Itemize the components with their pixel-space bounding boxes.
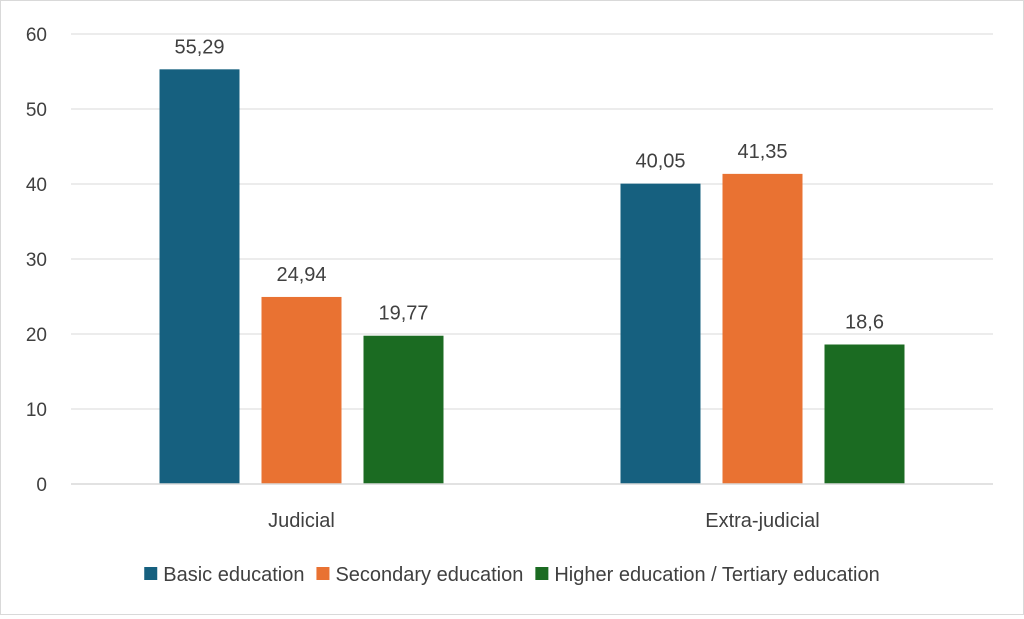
legend-label: Basic education	[163, 564, 304, 586]
data-label: 40,05	[635, 151, 685, 173]
bars: 55,29 24,94 19,77 40,05 41,35 18,6	[159, 36, 905, 484]
bar	[261, 296, 342, 484]
x-category-label: Judicial	[268, 510, 335, 532]
data-label: 55,29	[174, 36, 224, 58]
data-label: 24,94	[276, 264, 326, 286]
legend-swatch	[535, 567, 549, 580]
bar	[722, 173, 803, 484]
y-tick-label: 50	[26, 100, 47, 121]
y-axis: 0 10 20 30 40 50 60	[26, 25, 47, 496]
legend: Basic education Secondary education Higher…	[144, 564, 880, 586]
legend-swatch	[144, 567, 158, 580]
data-label: 18,6	[845, 312, 884, 334]
data-label: 41,35	[737, 141, 787, 163]
bar	[159, 69, 240, 484]
bar	[824, 344, 905, 484]
data-label: 19,77	[378, 303, 428, 325]
legend-label: Secondary education	[335, 564, 523, 586]
x-category-label: Extra-judicial	[705, 510, 819, 532]
bar	[620, 183, 701, 484]
y-tick-label: 60	[26, 25, 47, 46]
y-tick-label: 40	[26, 175, 47, 196]
legend-label: Higher education / Tertiary education	[554, 564, 879, 586]
y-tick-label: 0	[36, 475, 47, 496]
legend-swatch	[316, 567, 330, 580]
bar	[363, 335, 444, 484]
x-axis: Judicial Extra-judicial	[71, 483, 993, 532]
y-tick-label: 20	[26, 325, 47, 346]
y-tick-label: 10	[26, 400, 47, 421]
y-tick-label: 30	[26, 250, 47, 271]
